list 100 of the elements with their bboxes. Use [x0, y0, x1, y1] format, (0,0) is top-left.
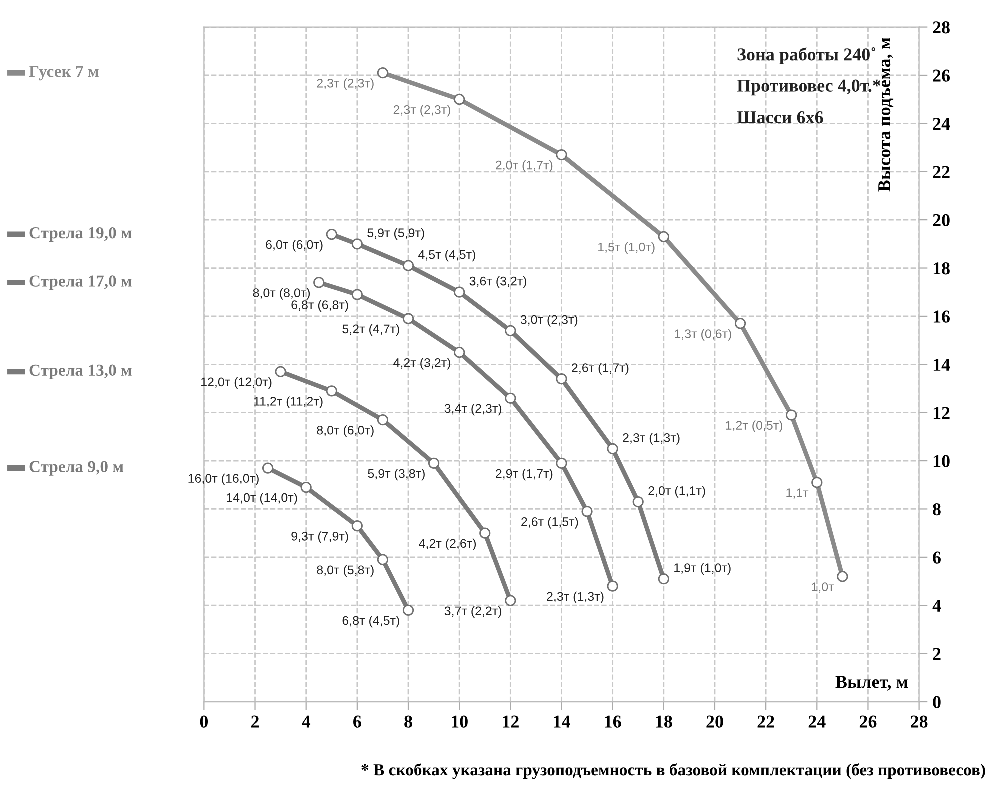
point: [377, 414, 389, 426]
annotation: 1,2т (0,5т): [726, 420, 783, 432]
x-tick-label: 4: [302, 716, 311, 728]
annotation: 5,9т (5,9т): [368, 228, 424, 240]
annotation: 1,5т (1,0т): [598, 242, 655, 254]
annotation: 3,4т (2,3т): [444, 404, 502, 416]
legend-label: Гусек 7 м: [29, 66, 99, 81]
x-tick-label: 28: [911, 716, 928, 728]
annotation: 3,7т (2,2т): [444, 606, 502, 618]
y-tick-label: 28: [933, 22, 950, 34]
point: [314, 277, 325, 288]
annotation: 6,8т (6,8т): [292, 300, 348, 312]
point: [556, 458, 568, 470]
annotation: 1,9т (1,0т): [674, 563, 731, 575]
x-axis-title: Вылет, м: [836, 676, 908, 691]
annotation: 2,9т (1,7т): [496, 469, 553, 481]
annotation: 4,2т (3,2т): [394, 358, 450, 370]
point: [658, 574, 670, 585]
y-tick-label: 22: [933, 166, 950, 178]
point: [556, 374, 568, 385]
annotation: 6,0т (6,0т): [266, 240, 323, 252]
legend-label: Стрела 9,0 м: [30, 461, 124, 476]
annotation: 11,2т (11,2т): [254, 396, 323, 408]
point: [505, 392, 516, 404]
annotation: 2,0т (1,7т): [496, 160, 553, 172]
annotation: 1,0т: [812, 582, 834, 593]
x-tick-label: 18: [656, 716, 672, 728]
annotation: 2,3т (2,3т): [394, 105, 450, 117]
point: [632, 496, 644, 508]
x-tick-label: 20: [706, 716, 724, 728]
y-tick-label: 2: [933, 648, 941, 660]
x-tick-label: 12: [503, 716, 519, 728]
annotation: 14,0т (14,0т): [227, 493, 298, 505]
annotation: Зона работы 240˚: [738, 48, 876, 64]
y-tick-label: 24: [933, 118, 950, 130]
annotation: 3,0т (2,3т): [520, 315, 578, 327]
annotation: 4,5т (4,5т): [418, 250, 476, 262]
point: [582, 506, 593, 518]
annotation: 2,3т (2,3т): [317, 78, 374, 90]
point: [556, 149, 568, 161]
y-tick-label: 18: [934, 262, 950, 275]
y-tick-label: 0: [933, 696, 941, 708]
text: * В скобках указана грузоподъемность в базовой комплектации (без противовесов): [362, 764, 986, 780]
point: [734, 318, 746, 330]
annotation: 3,6т (3,2т): [470, 276, 527, 288]
point: [326, 228, 338, 240]
annotation: 6,8т (4,5т): [342, 616, 400, 628]
y-tick-label: 8: [933, 503, 941, 516]
x-tick-label: 8: [404, 716, 412, 728]
point: [352, 289, 363, 300]
annotation: Противовес 4,0т.*: [737, 80, 881, 96]
annotation: 1,1т: [786, 488, 809, 499]
point: [428, 458, 440, 470]
point: [812, 477, 823, 488]
point: [607, 580, 618, 592]
point: [454, 94, 466, 106]
annotation: 2,0т (1,1т): [648, 486, 706, 498]
annotation: 12,0т (12,0т): [202, 377, 272, 390]
point: [454, 286, 466, 298]
annotation: 16,0т (16,0т): [188, 474, 259, 486]
y-tick-label: 14: [934, 358, 950, 371]
legend-label: Стрела 17,0 м: [30, 276, 132, 290]
point: [505, 595, 516, 606]
x-tick-label: 24: [808, 716, 826, 728]
point: [275, 366, 286, 378]
point: [402, 260, 414, 272]
point: [352, 520, 363, 532]
annotation: 2,6т (1,5т): [522, 517, 578, 529]
y-tick-label: 26: [933, 70, 950, 82]
annotation: 4,2т (2,6т): [419, 538, 476, 551]
x-tick-label: 26: [860, 716, 877, 728]
annotation: 5,9т (3,8т): [368, 469, 425, 481]
point: [262, 462, 274, 474]
point: [326, 386, 338, 397]
legend-label: Стрела 13,0 м: [30, 364, 132, 380]
legend-label: Стрела 19,0 м: [30, 227, 132, 242]
x-tick-label: 0: [200, 716, 208, 728]
point: [377, 68, 389, 79]
x-tick-label: 10: [452, 716, 468, 728]
point: [480, 528, 491, 539]
annotation: 1,3т (0,6т): [675, 329, 732, 341]
point: [837, 571, 848, 582]
y-tick-label: 6: [933, 552, 942, 564]
point: [300, 482, 312, 494]
annotation: 8,0т (8,0т): [253, 288, 310, 300]
y-tick-label: 12: [934, 407, 950, 420]
y-tick-label: 10: [934, 455, 950, 468]
point: [505, 325, 516, 336]
point: [786, 410, 798, 421]
annotation: 5,2т (4,7т): [342, 324, 400, 336]
point: [402, 313, 414, 324]
point: [454, 347, 466, 358]
annotation: Шасси 6х6: [737, 112, 824, 124]
annotation: 2,6т (1,7т): [572, 363, 629, 375]
y-tick-label: 20: [933, 214, 950, 227]
point: [402, 604, 414, 616]
point: [352, 238, 363, 250]
y-tick-label: 16: [934, 310, 950, 323]
point: [658, 231, 670, 242]
x-tick-label: 14: [554, 716, 570, 728]
